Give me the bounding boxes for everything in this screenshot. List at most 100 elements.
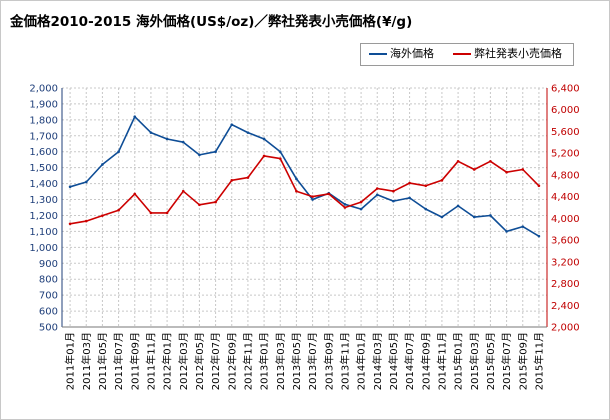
x-tick-label: 2014年05月 (387, 332, 400, 390)
data-point-0 (149, 131, 153, 134)
data-point-1 (311, 195, 314, 198)
data-point-1 (456, 160, 460, 163)
legend-item-overseas: 海外価格 (369, 47, 434, 61)
data-point-0 (278, 150, 282, 154)
data-point-1 (181, 189, 185, 193)
left-tick-label: 1,100 (29, 227, 58, 238)
data-point-0 (214, 150, 217, 154)
data-point-0 (408, 196, 411, 200)
data-point-1 (117, 208, 120, 212)
x-tick-label: 2014年11月 (435, 332, 448, 390)
left-tick-label: 800 (39, 275, 58, 286)
data-point-1 (375, 187, 379, 190)
data-point-0 (440, 215, 444, 219)
x-tick-label: 2012年11月 (241, 332, 254, 390)
left-tick-label: 500 (39, 323, 58, 334)
x-tick-label: 2014年09月 (419, 332, 432, 390)
chart-title: 金価格2010-2015 海外価格(US$/oz)／弊社発表小売価格(¥/g) (10, 14, 413, 30)
data-point-1 (246, 176, 250, 179)
data-point-1 (68, 222, 72, 226)
data-point-1 (408, 181, 411, 185)
data-point-1 (262, 154, 266, 158)
data-point-1 (489, 160, 492, 163)
x-tick-label: 2013年11月 (338, 332, 351, 390)
legend-item-retail: 弊社発表小売価格 (453, 47, 562, 61)
x-tick-label: 2011年09月 (128, 332, 141, 390)
data-point-0 (133, 115, 137, 118)
x-tick-label: 2012年05月 (193, 332, 206, 390)
left-tick-label: 1,800 (29, 115, 58, 126)
x-tick-label: 2013年01月 (258, 332, 271, 390)
plot-area (62, 88, 547, 327)
x-tick-label: 2014年03月 (371, 332, 384, 390)
data-point-0 (181, 140, 185, 144)
data-point-1 (101, 214, 104, 217)
x-tick-label: 2014年01月 (355, 332, 368, 390)
right-tick-label: 4,000 (551, 214, 580, 225)
right-tick-label: 6,400 (551, 84, 580, 95)
x-tick-label: 2012年09月 (225, 332, 238, 390)
data-point-1 (327, 192, 331, 196)
data-point-1 (424, 184, 428, 188)
x-tick-label: 2012年01月 (161, 332, 174, 390)
data-point-0 (311, 198, 314, 201)
right-tick-label: 5,200 (551, 149, 580, 160)
right-tick-label: 2,400 (551, 301, 580, 312)
legend: 海外価格 弊社発表小売価格 (360, 43, 574, 66)
data-point-0 (505, 230, 508, 233)
data-point-1 (472, 168, 476, 171)
data-point-1 (505, 170, 508, 174)
x-tick-label: 2011年05月 (96, 332, 109, 390)
left-tick-label: 1,200 (29, 211, 58, 222)
right-tick-label: 3,200 (551, 257, 580, 268)
data-point-1 (537, 184, 541, 188)
x-tick-label: 2013年07月 (306, 332, 319, 390)
series-line-0 (69, 115, 540, 237)
left-tick-label: 1,300 (29, 195, 58, 206)
data-point-0 (230, 123, 234, 126)
x-tick-label: 2015年03月 (468, 332, 481, 390)
data-point-1 (198, 203, 201, 207)
data-point-1 (359, 200, 363, 204)
data-point-0 (68, 185, 72, 189)
data-point-0 (424, 207, 428, 211)
left-tick-label: 600 (39, 307, 58, 318)
left-tick-label: 1,600 (29, 147, 58, 158)
x-tick-label: 2011年11月 (144, 332, 157, 390)
data-point-0 (198, 153, 201, 157)
data-point-1 (440, 179, 444, 182)
x-tick-label: 2011年07月 (112, 332, 125, 390)
right-tick-label: 2,000 (551, 323, 580, 334)
x-tick-label: 2014年07月 (403, 332, 416, 390)
right-tick-label: 3,600 (551, 236, 580, 247)
x-tick-label: 2013年03月 (274, 332, 287, 390)
data-point-0 (359, 207, 363, 211)
data-point-1 (84, 219, 88, 223)
x-tick-label: 2015年11月 (532, 332, 545, 390)
data-point-0 (343, 203, 347, 206)
data-point-0 (262, 137, 266, 141)
right-tick-label: 6,000 (551, 105, 580, 116)
x-tick-label: 2012年07月 (209, 332, 222, 390)
data-point-0 (489, 214, 492, 217)
right-tick-label: 4,800 (551, 170, 580, 181)
data-point-1 (149, 211, 153, 215)
legend-swatch-overseas (369, 53, 387, 55)
data-point-0 (392, 199, 395, 203)
x-tick-label: 2013年05月 (290, 332, 303, 390)
data-point-1 (521, 168, 525, 171)
left-tick-label: 1,700 (29, 131, 58, 142)
x-tick-label: 2015年07月 (500, 332, 513, 390)
data-point-0 (537, 234, 541, 238)
data-point-0 (456, 204, 460, 208)
x-tick-label: 2012年03月 (177, 332, 190, 390)
data-point-0 (117, 150, 120, 154)
data-point-0 (101, 163, 104, 166)
x-tick-label: 2011年03月 (80, 332, 93, 390)
legend-label-overseas: 海外価格 (390, 47, 434, 60)
x-tick-label: 2013年09月 (322, 332, 335, 390)
left-tick-label: 2,000 (29, 84, 58, 95)
series-line-1 (69, 155, 540, 225)
data-point-1 (214, 200, 217, 204)
data-point-1 (295, 189, 298, 193)
